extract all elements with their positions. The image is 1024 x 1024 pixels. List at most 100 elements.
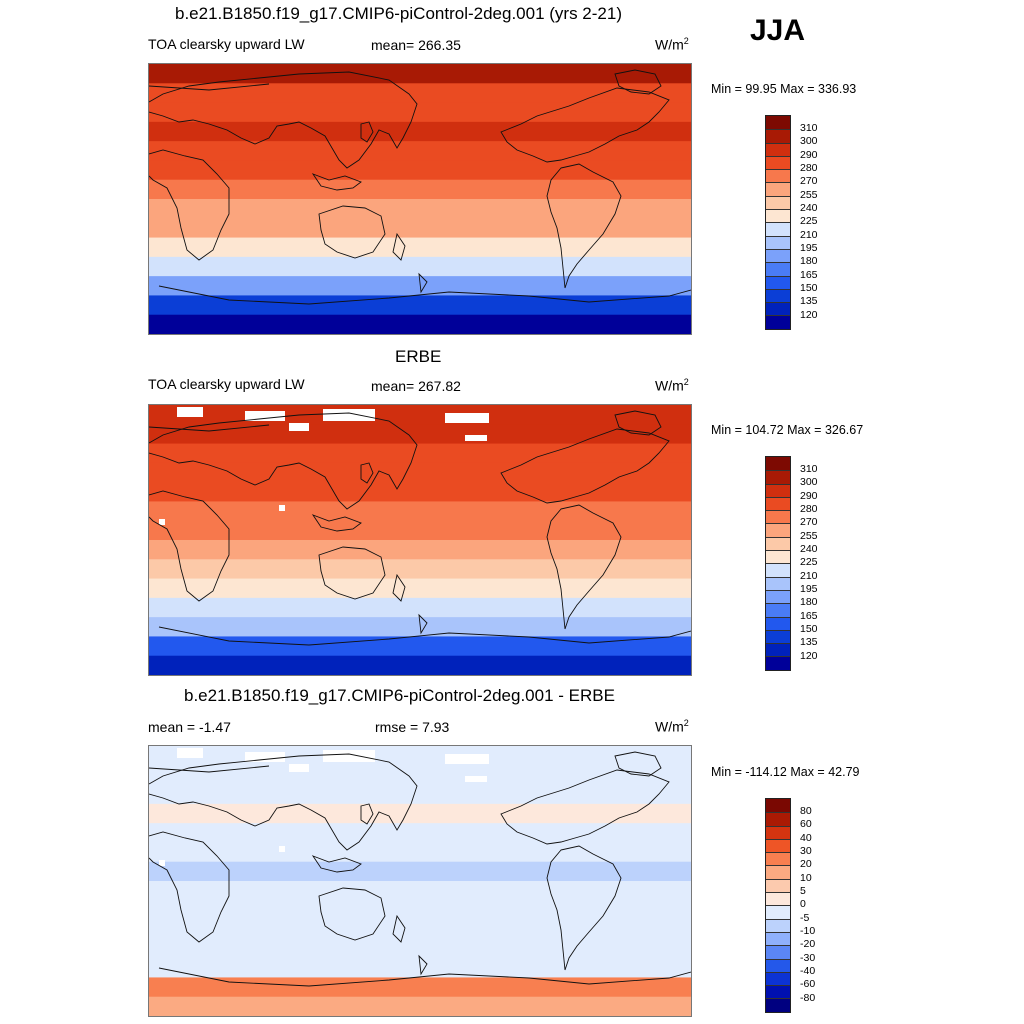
colorbar-box: [766, 457, 790, 471]
colorbar-box: [766, 536, 790, 551]
colorbar-tick: 20: [800, 858, 812, 870]
colorbar-box: [766, 812, 790, 826]
coastline: [546, 845, 622, 971]
colorbar-tick: 290: [800, 490, 818, 502]
colorbar-tick: 240: [800, 543, 818, 555]
colorbar-tick: 290: [800, 149, 818, 161]
coastline: [614, 751, 662, 777]
missing-data-patch: [159, 860, 165, 866]
colorbar-box: [766, 288, 790, 303]
colorbar-box: [766, 892, 790, 906]
zonal-band: [149, 314, 691, 334]
panel3-units: W/m2: [655, 718, 689, 735]
zonal-band: [149, 295, 691, 316]
missing-data-patch: [445, 754, 489, 764]
colorbar-box: [766, 262, 790, 276]
zonal-band: [149, 160, 691, 181]
colorbar-box: [766, 248, 790, 263]
colorbar-box: [766, 589, 790, 604]
zonal-band: [149, 482, 691, 503]
zonal-band: [149, 842, 691, 863]
missing-data-patch: [289, 764, 309, 772]
colorbar-box: [766, 470, 790, 484]
colorbar-box: [766, 209, 790, 223]
colorbar-box: [766, 222, 790, 236]
coastline: [318, 205, 386, 259]
zonal-band: [149, 141, 691, 162]
colorbar-tick: 255: [800, 189, 818, 201]
coastline: [418, 613, 428, 635]
colorbar-box: [766, 629, 790, 644]
colorbar-tick: 150: [800, 623, 818, 635]
coastline: [392, 914, 406, 943]
colorbar-tick: 255: [800, 530, 818, 542]
panel2-variable-label: TOA clearsky upward LW: [148, 376, 305, 392]
panel1-title: b.e21.B1850.f19_g17.CMIP6-piControl-2deg…: [175, 4, 622, 23]
panel2-colorbar: [765, 456, 791, 671]
coastline: [614, 69, 662, 95]
coastline: [318, 546, 386, 600]
colorbar-box: [766, 315, 790, 329]
colorbar-tick: -10: [800, 925, 816, 937]
coastline: [500, 769, 670, 845]
colorbar-box: [766, 838, 790, 853]
panel1-variable-label: TOA clearsky upward LW: [148, 36, 305, 52]
colorbar-tick: 270: [800, 175, 818, 187]
coastline: [311, 855, 362, 873]
colorbar-tick: 270: [800, 516, 818, 528]
colorbar-box: [766, 865, 790, 879]
zonal-band: [149, 784, 691, 805]
coastline: [614, 410, 662, 436]
zonal-band: [149, 919, 691, 940]
missing-data-patch: [177, 407, 203, 417]
colorbar-tick: 310: [800, 122, 818, 134]
colorbar-tick: 195: [800, 242, 818, 254]
colorbar-tick: 280: [800, 162, 818, 174]
colorbar-box: [766, 483, 790, 497]
coastline: [392, 232, 406, 261]
zonal-band: [149, 900, 691, 921]
panel2-map: [148, 404, 692, 676]
colorbar-box: [766, 169, 790, 183]
zonal-band: [149, 199, 691, 219]
coastline: [149, 831, 230, 943]
colorbar-box: [766, 116, 790, 130]
missing-data-patch: [465, 435, 487, 441]
zonal-band: [149, 765, 691, 786]
zonal-band: [149, 256, 691, 277]
colorbar-box: [766, 998, 790, 1012]
zonal-band: [149, 443, 691, 464]
colorbar-tick: 30: [800, 845, 812, 857]
colorbar-tick: 5: [800, 885, 806, 897]
coastline: [149, 765, 270, 773]
colorbar-tick: -30: [800, 952, 816, 964]
colorbar-box: [766, 878, 790, 893]
colorbar-tick: 135: [800, 295, 818, 307]
colorbar-tick: 40: [800, 832, 812, 844]
coastline: [318, 887, 386, 941]
zonal-band: [149, 501, 691, 522]
colorbar-tick: -40: [800, 965, 816, 977]
colorbar-box: [766, 825, 790, 839]
coastline: [360, 462, 374, 484]
zonal-band: [149, 424, 691, 445]
panel1-units: W/m2: [655, 36, 689, 53]
colorbar-box: [766, 985, 790, 999]
colorbar-box: [766, 603, 790, 617]
colorbar-box: [766, 852, 790, 866]
zonal-band: [149, 823, 691, 844]
zonal-band: [149, 636, 691, 657]
zonal-band: [149, 803, 691, 824]
coastline: [158, 626, 691, 646]
missing-data-patch: [159, 519, 165, 525]
panel3-colorbar: [765, 798, 791, 1013]
colorbar-box: [766, 155, 790, 170]
coastline: [149, 83, 270, 91]
zonal-band: [149, 179, 691, 200]
colorbar-tick: -5: [800, 912, 810, 924]
coastline: [149, 71, 418, 169]
colorbar-tick: 180: [800, 596, 818, 608]
colorbar-box: [766, 931, 790, 946]
colorbar-box: [766, 971, 790, 986]
coastline: [149, 412, 418, 510]
